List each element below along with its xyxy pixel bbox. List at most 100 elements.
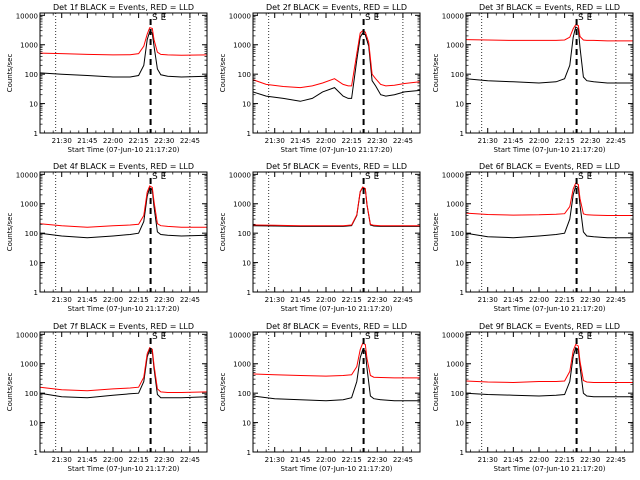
panel-title: Det 7f BLACK = Events, RED = LLD <box>53 322 194 331</box>
series-line-lld <box>466 343 633 384</box>
y-tick-label: 1000 <box>233 361 251 369</box>
y-tick-label: 1000 <box>233 201 251 209</box>
y-tick-label: 10000 <box>229 331 251 339</box>
panel-curves <box>40 27 207 78</box>
marker-e: E <box>374 332 380 342</box>
x-tick-label: 22:15 <box>129 137 149 145</box>
x-tick-label: 22:00 <box>316 456 336 464</box>
y-tick-label: 10000 <box>16 171 38 179</box>
panel-curves <box>466 24 633 84</box>
x-tick-label: 22:45 <box>180 456 200 464</box>
y-axis-label: Counts/sec <box>6 213 14 252</box>
plot-frame <box>465 331 634 453</box>
y-tick-label: 1 <box>34 289 38 297</box>
panel-title: Det 5f BLACK = Events, RED = LLD <box>266 162 407 171</box>
panel-title: Det 3f BLACK = Events, RED = LLD <box>479 3 620 12</box>
x-tick-label: 22:45 <box>606 456 626 464</box>
panel-curves <box>466 343 633 398</box>
panel-curves <box>40 346 207 399</box>
x-tick-label: 21:30 <box>265 137 285 145</box>
marker-s: S <box>152 172 158 182</box>
y-tick-label: 100 <box>25 230 38 238</box>
x-tick-label: 22:15 <box>342 137 362 145</box>
series-line-lld <box>40 27 207 56</box>
series-line-events <box>466 26 633 84</box>
x-tick-label: 21:45 <box>503 137 523 145</box>
panel-title: Det 6f BLACK = Events, RED = LLD <box>479 162 620 171</box>
series-line-lld <box>40 346 207 393</box>
panel-curves <box>253 30 420 102</box>
x-tick-label: 22:15 <box>342 296 362 304</box>
y-tick-label: 10 <box>29 260 38 268</box>
y-axis-label: Counts/sec <box>432 213 440 252</box>
y-axis-label: Counts/sec <box>432 54 440 93</box>
plot-frame <box>465 12 634 134</box>
series-line-events <box>466 346 633 398</box>
x-tick-label: 21:30 <box>478 137 498 145</box>
x-axis-label: Start Time (07-Jun-10 21:17:20) <box>68 146 180 154</box>
panel-title: Det 9f BLACK = Events, RED = LLD <box>479 322 620 331</box>
marker-s: S <box>152 332 158 342</box>
marker-e: E <box>587 332 593 342</box>
y-tick-label: 1000 <box>20 201 38 209</box>
marker-e: E <box>161 13 167 23</box>
x-axis-label: Start Time (07-Jun-10 21:17:20) <box>281 465 393 473</box>
y-tick-label: 1000 <box>20 42 38 50</box>
x-tick-label: 21:30 <box>265 296 285 304</box>
x-tick-label: 22:30 <box>367 137 387 145</box>
y-axis-label: Counts/sec <box>432 373 440 412</box>
x-tick-label: 21:30 <box>52 456 72 464</box>
panel-curves <box>466 182 633 239</box>
marker-e: E <box>161 332 167 342</box>
y-tick-label: 10000 <box>442 331 464 339</box>
y-tick-label: 1 <box>460 449 464 457</box>
marker-s: S <box>578 172 584 182</box>
y-tick-label: 100 <box>25 71 38 79</box>
x-tick-label: 22:45 <box>180 296 200 304</box>
x-tick-label: 22:00 <box>529 137 549 145</box>
y-tick-label: 10000 <box>229 12 251 20</box>
series-line-events <box>40 30 207 78</box>
x-tick-label: 21:30 <box>265 456 285 464</box>
marker-s: S <box>152 13 158 23</box>
x-tick-label: 21:45 <box>290 456 310 464</box>
x-tick-label: 22:30 <box>580 456 600 464</box>
x-tick-label: 22:30 <box>154 296 174 304</box>
series-line-events <box>40 348 207 399</box>
y-tick-label: 1 <box>247 289 251 297</box>
y-tick-label: 1 <box>34 449 38 457</box>
panel-curves <box>253 342 420 402</box>
x-tick-label: 22:15 <box>129 456 149 464</box>
panel-curves <box>40 185 207 239</box>
x-tick-label: 22:45 <box>393 456 413 464</box>
x-axis-label: Start Time (07-Jun-10 21:17:20) <box>494 465 606 473</box>
panel-title: Det 8f BLACK = Events, RED = LLD <box>266 322 407 331</box>
y-tick-label: 10 <box>29 101 38 109</box>
y-tick-label: 100 <box>451 390 464 398</box>
x-tick-label: 22:15 <box>555 296 575 304</box>
y-tick-label: 10 <box>455 420 464 428</box>
x-axis-label: Start Time (07-Jun-10 21:17:20) <box>281 305 393 313</box>
x-tick-label: 21:45 <box>290 137 310 145</box>
x-tick-label: 22:30 <box>367 296 387 304</box>
y-tick-label: 1 <box>460 289 464 297</box>
marker-s: S <box>578 332 584 342</box>
x-tick-label: 22:15 <box>342 456 362 464</box>
x-tick-label: 21:45 <box>77 137 97 145</box>
y-tick-label: 1000 <box>446 201 464 209</box>
series-line-lld <box>466 182 633 216</box>
x-tick-label: 22:15 <box>129 296 149 304</box>
x-tick-label: 21:45 <box>77 456 97 464</box>
marker-s: S <box>365 13 371 23</box>
x-tick-label: 22:45 <box>393 137 413 145</box>
y-tick-label: 1000 <box>446 361 464 369</box>
x-tick-label: 22:00 <box>316 137 336 145</box>
plot-frame <box>252 331 421 453</box>
x-axis-label: Start Time (07-Jun-10 21:17:20) <box>494 305 606 313</box>
series-line-events <box>253 32 420 102</box>
